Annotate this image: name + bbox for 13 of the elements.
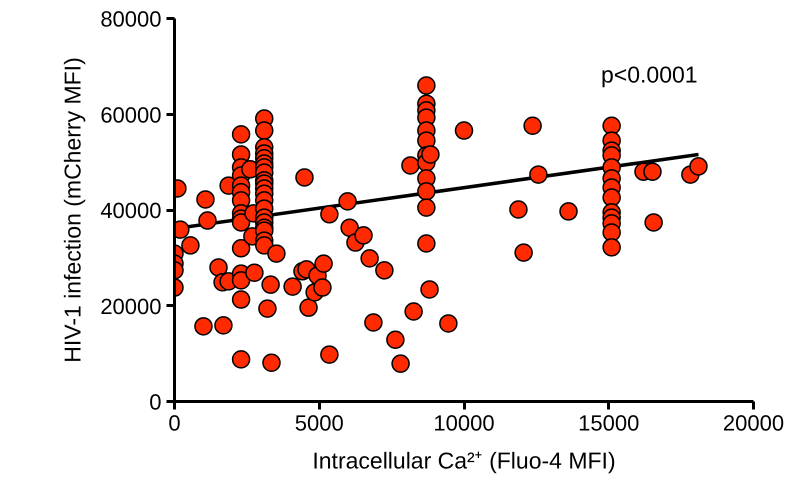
x-tick-label: 10000 bbox=[433, 410, 495, 436]
x-tick-label: 15000 bbox=[578, 410, 640, 436]
y-tick-label: 0 bbox=[149, 390, 162, 414]
y-tick-label: 40000 bbox=[100, 198, 162, 223]
annotation: p<0.0001 bbox=[600, 61, 698, 88]
x-tick-label: 5000 bbox=[294, 410, 344, 436]
y-tick-label: 20000 bbox=[100, 294, 162, 319]
y-axis-title: HIV-1 infection (mCherry MFI) bbox=[59, 57, 86, 363]
x-axis-title: Intracellular Ca²⁺ (Fluo-4 MFI) bbox=[312, 448, 616, 474]
y-tick-label: 80000 bbox=[100, 6, 162, 32]
x-tick-label: 0 bbox=[168, 410, 181, 436]
x-tick-label: 20000 bbox=[722, 410, 784, 436]
y-tick-label: 60000 bbox=[100, 102, 162, 128]
